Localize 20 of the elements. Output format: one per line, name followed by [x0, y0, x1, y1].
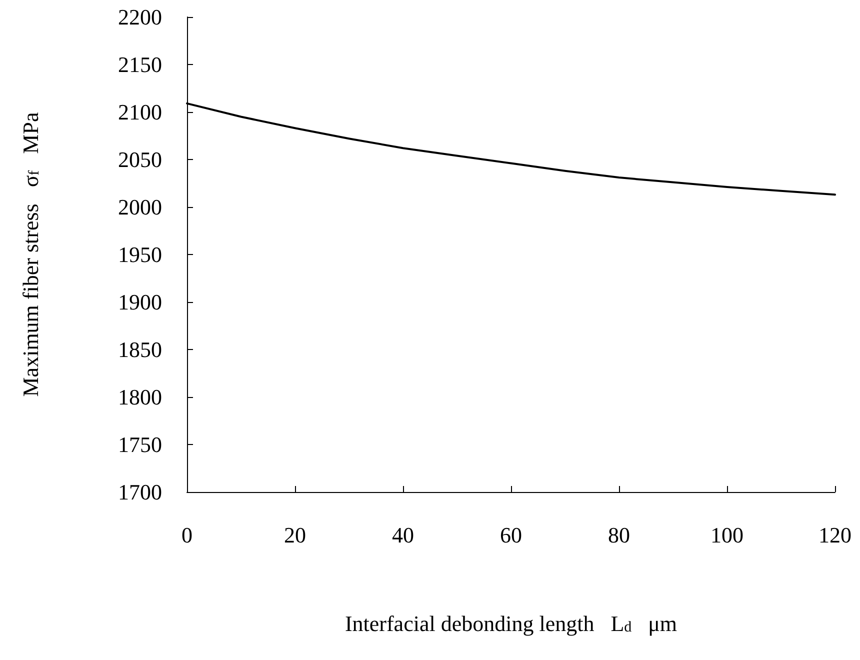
y-tick-label: 1850 [118, 337, 162, 362]
y-tick-label: 1900 [118, 290, 162, 314]
y-tick-label: 2050 [118, 147, 162, 172]
y-tick-label: 2150 [118, 52, 162, 77]
y-tick-label: 1950 [118, 242, 162, 267]
x-axis-title: Interfacial debonding length Ld μm [344, 611, 678, 636]
y-tick-label: 1700 [118, 480, 162, 504]
x-tick-label: 120 [818, 522, 852, 548]
y-tick-label: 2200 [118, 4, 162, 30]
x-tick-label: 100 [710, 522, 744, 548]
y-tick-label: 2100 [118, 100, 162, 124]
y-tick-label: 1800 [118, 384, 162, 410]
x-tick-label: 0 [182, 522, 192, 548]
y-tick-label: 1750 [118, 432, 162, 457]
x-tick-label: 20 [284, 522, 306, 548]
x-tick-label: 80 [608, 522, 630, 548]
x-tick-label: 40 [392, 522, 414, 548]
x-tick-label: 60 [500, 522, 522, 548]
y-tick-label: 2000 [118, 194, 162, 220]
y-axis-title: Maximum fiber stress σf MPa [18, 112, 43, 397]
